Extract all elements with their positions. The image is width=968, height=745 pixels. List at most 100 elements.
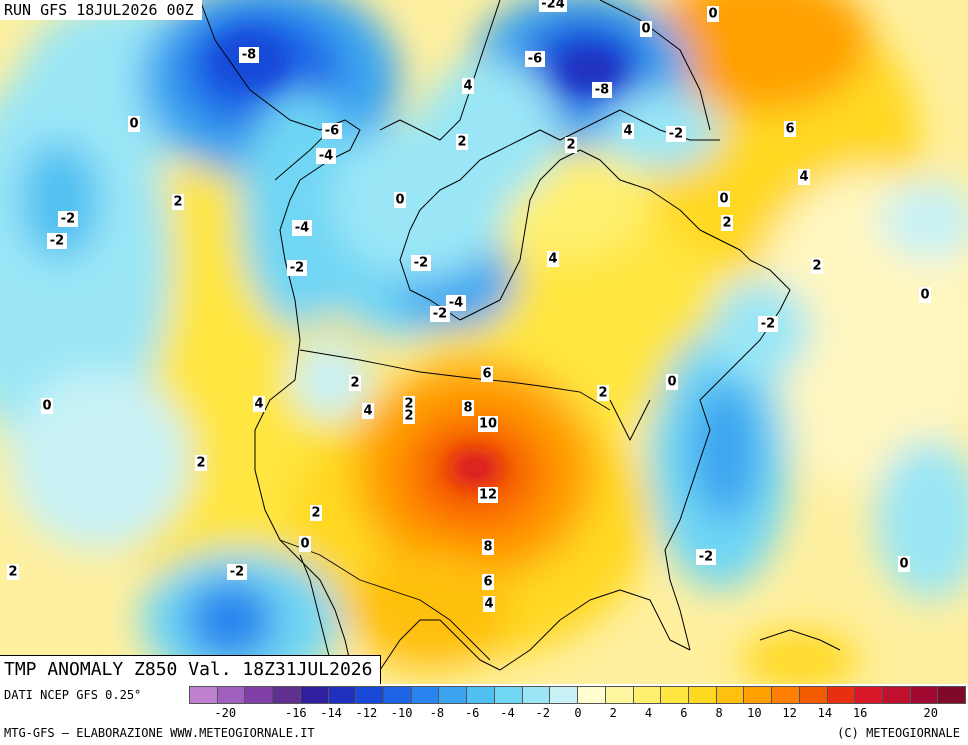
colorbar-cell: [466, 686, 495, 704]
colorbar-tick-label: 14: [817, 706, 833, 720]
contour-label: -2: [227, 564, 247, 580]
colorbar-cell: [549, 686, 579, 704]
colorbar-tick-label: 16: [852, 706, 868, 720]
contour-label-bg: [253, 396, 265, 412]
contour-label-bg: [525, 51, 545, 67]
contour-label-bg: [462, 78, 474, 94]
colorbar-cell: [189, 686, 218, 704]
colorbar-cell: [854, 686, 883, 704]
contour-label-bg: [784, 121, 796, 137]
contour-label-bg: [721, 215, 733, 231]
contour-label-bg: [299, 536, 311, 552]
colorbar-cell: [826, 686, 856, 704]
contour-label-bg: [172, 194, 184, 210]
contour-label-bg: [640, 21, 652, 37]
contour-label-text: 0: [395, 193, 404, 208]
contour-label-text: -6: [528, 52, 542, 67]
contour-label-bg: [287, 260, 307, 276]
contour-label: 0: [707, 6, 719, 22]
contour-label: 8: [482, 539, 494, 555]
contour-label-bg: [666, 374, 678, 390]
contour-label: 2: [7, 564, 19, 580]
contour-label-bg: [128, 116, 140, 132]
contour-label-text: -6: [325, 124, 339, 139]
contour-label-text: 4: [463, 79, 472, 94]
contour-label-bg: [481, 366, 493, 382]
contour-label: 0: [919, 287, 931, 303]
contour-label: 2: [811, 258, 823, 274]
contour-label-text: 0: [300, 537, 309, 552]
colorbar-tick-label: -4: [500, 706, 515, 720]
contour-label-bg: [482, 539, 494, 555]
contour-label-text: 0: [899, 557, 908, 572]
contour-label-text: -4: [295, 221, 309, 236]
contour-label-bg: [696, 549, 716, 565]
colorbar-cell: [299, 686, 329, 704]
contour-label-text: 8: [483, 540, 492, 555]
contour-label-bg: [349, 375, 361, 391]
contour-label-text: 2: [8, 565, 17, 580]
coastlines: [199, 0, 841, 684]
contour-label: 2: [721, 215, 733, 231]
contour-label: -4: [316, 148, 336, 164]
contour-label-text: -2: [669, 127, 683, 142]
colorbar-cell: [937, 686, 967, 704]
contour-label: -2: [58, 211, 78, 227]
contour-label-bg: [539, 0, 567, 12]
colorbar-tick-label: -6: [464, 706, 480, 720]
contour-label-bg: [478, 416, 498, 432]
contour-label: 10: [478, 416, 498, 432]
contour-label-bg: [394, 192, 406, 208]
contour-label-bg: [41, 398, 53, 414]
contour-label-text: 0: [641, 22, 650, 37]
colorbar-cell: [743, 686, 773, 704]
contour-label-text: 6: [482, 367, 491, 382]
contour-label-text: 2: [812, 259, 821, 274]
contour-label-bg: [403, 408, 415, 424]
contour-label-text: 6: [785, 122, 794, 137]
contour-label: 2: [565, 137, 577, 153]
contour-label-bg: [239, 47, 259, 63]
colorbar-cell: [798, 686, 828, 704]
contour-label-text: 4: [363, 404, 372, 419]
contour-label-text: -2: [61, 212, 75, 227]
contour-label-text: -24: [541, 0, 565, 12]
contour-label-bg: [227, 564, 247, 580]
contour-label: 6: [481, 366, 493, 382]
contour-label: -8: [239, 47, 259, 63]
colorbar-tick-label: -16: [284, 706, 307, 720]
contour-label: 4: [462, 78, 474, 94]
contour-label-bg: [547, 251, 559, 267]
contour-label-bg: [592, 82, 612, 98]
contour-label-bg: [446, 295, 466, 311]
colorbar-tick-label: 10: [747, 706, 762, 720]
contour-label: 4: [798, 169, 810, 185]
contour-label-bg: [758, 316, 778, 332]
contour-label: 0: [41, 398, 53, 414]
contour-label-text: 2: [457, 135, 466, 150]
contour-label: -4: [292, 220, 312, 236]
contour-label: 0: [718, 191, 730, 207]
contour-label-bg: [798, 169, 810, 185]
contour-label-text: 4: [548, 252, 557, 267]
colorbar-cell: [383, 686, 412, 704]
contour-label-bg: [462, 400, 474, 416]
colorbar-tick-label: 8: [715, 706, 723, 720]
contour-label-bg: [456, 134, 468, 150]
contour-label-bg: [310, 505, 322, 521]
contour-label-bg: [58, 211, 78, 227]
contour-label: 0: [128, 116, 140, 132]
contour-label-text: 0: [708, 7, 717, 22]
contour-label-bg: [47, 233, 67, 249]
contour-label-bg: [362, 403, 374, 419]
contour-label-text: 4: [623, 124, 632, 139]
contour-label: 2: [403, 408, 415, 424]
footer-panel: DATI NCEP GFS 0.25° -20 -16 -14 -12 -10 -8 -6-…: [0, 684, 968, 745]
data-source: DATI NCEP GFS 0.25°: [4, 688, 142, 702]
contour-label-text: 2: [566, 138, 575, 153]
contour-label-text: 10: [479, 417, 497, 432]
contour-label-bg: [430, 306, 450, 322]
contour-label: 4: [547, 251, 559, 267]
contour-label-text: 0: [920, 288, 929, 303]
